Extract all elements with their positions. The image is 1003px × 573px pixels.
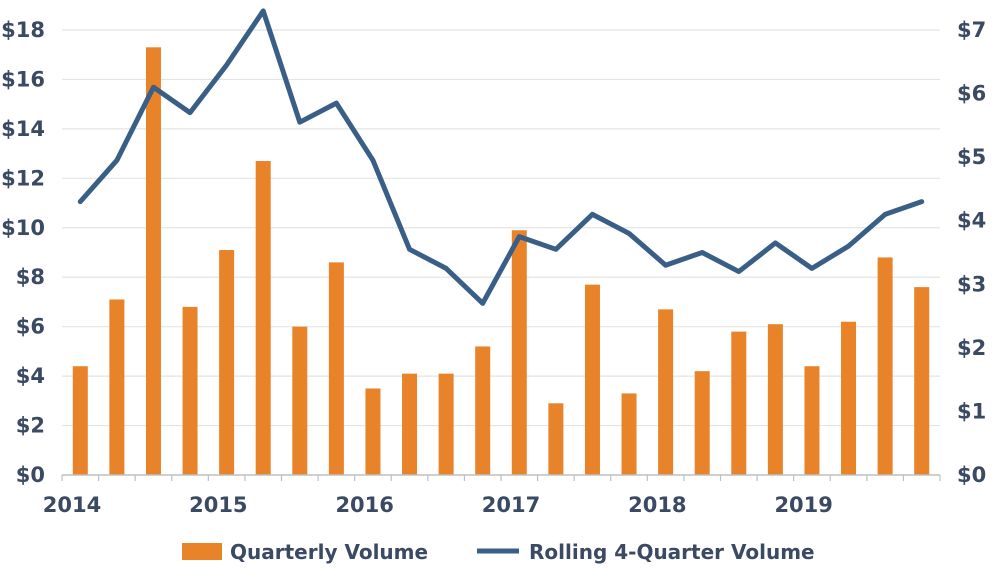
bar-2017-q3 <box>584 284 600 475</box>
legend-swatch-quarterly-volume <box>182 543 222 560</box>
y-right-tick-label: $7 <box>957 18 986 42</box>
bar-2014-q3 <box>145 47 161 476</box>
bar-2015-q4 <box>328 262 344 475</box>
bar-2019-q4 <box>914 287 930 475</box>
gridlines <box>62 29 940 427</box>
rolling-volume-line <box>77 8 925 306</box>
y-right-tick-label: $4 <box>957 209 986 233</box>
bar-2018-q1 <box>658 309 674 475</box>
bar-2016-q3 <box>438 373 454 475</box>
y-right-tick-label: $1 <box>957 399 986 423</box>
bar-2015-q2 <box>255 161 271 475</box>
bar-2017-q4 <box>621 393 637 475</box>
x-tick-label: 2019 <box>774 493 832 517</box>
y-left-tick-label: $12 <box>1 166 45 190</box>
x-tick-label: 2016 <box>335 493 393 517</box>
bar-2016-q2 <box>402 373 418 475</box>
y-left-tick-label: $8 <box>16 265 45 289</box>
legend: Quarterly Volume Rolling 4-Quarter Volum… <box>182 540 815 564</box>
x-tick-label: 2017 <box>482 493 540 517</box>
rolling-volume-series-line <box>77 8 925 306</box>
y-left-tick-label: $2 <box>16 414 45 438</box>
bar-2016-q4 <box>475 346 491 475</box>
bar-2019-q1 <box>804 366 820 475</box>
bar-2015-q1 <box>219 250 235 475</box>
y-left-tick-label: $4 <box>16 364 45 388</box>
y-left-tick-label: $16 <box>1 67 45 91</box>
bar-2019-q3 <box>877 257 893 475</box>
y-right-tick-label: $2 <box>957 336 986 360</box>
bar-2018-q4 <box>767 324 783 475</box>
y-left-tick-label: $10 <box>1 216 45 240</box>
y-axis-right: $0 $1 $2 $3 $4 $5 $6 $7 <box>957 18 986 487</box>
y-left-tick-label: $0 <box>16 463 45 487</box>
y-left-tick-label: $6 <box>16 315 45 339</box>
bar-2017-q2 <box>548 403 564 475</box>
y-left-tick-label: $14 <box>1 117 45 141</box>
y-right-tick-label: $0 <box>957 463 986 487</box>
y-left-tick-label: $18 <box>1 18 45 42</box>
bar-2018-q2 <box>694 371 710 475</box>
x-tick-label: 2018 <box>628 493 686 517</box>
bar-2019-q2 <box>841 321 857 475</box>
quarterly-volume-bars <box>72 47 930 476</box>
bar-2018-q3 <box>731 331 747 475</box>
y-axis-left: $0 $2 $4 $6 $8 $10 $12 $14 $16 $18 <box>1 18 45 487</box>
bar-2014-q1 <box>72 366 88 475</box>
y-right-tick-label: $5 <box>957 145 986 169</box>
bar-2015-q3 <box>292 326 308 475</box>
x-tick-label: 2015 <box>189 493 247 517</box>
bar-2014-q2 <box>109 299 125 475</box>
legend-label-rolling-volume: Rolling 4-Quarter Volume <box>529 540 815 564</box>
x-tick-label: 2014 <box>43 493 101 517</box>
x-axis-ticks: 2014 2015 2016 2017 2018 2019 <box>43 493 833 517</box>
legend-label-quarterly-volume: Quarterly Volume <box>230 540 428 564</box>
bar-2016-q1 <box>365 388 381 475</box>
y-right-tick-label: $3 <box>957 272 986 296</box>
y-right-tick-label: $6 <box>957 82 986 106</box>
x-axis <box>61 474 941 481</box>
bar-2017-q1 <box>511 230 527 475</box>
bar-2014-q4 <box>182 306 198 475</box>
